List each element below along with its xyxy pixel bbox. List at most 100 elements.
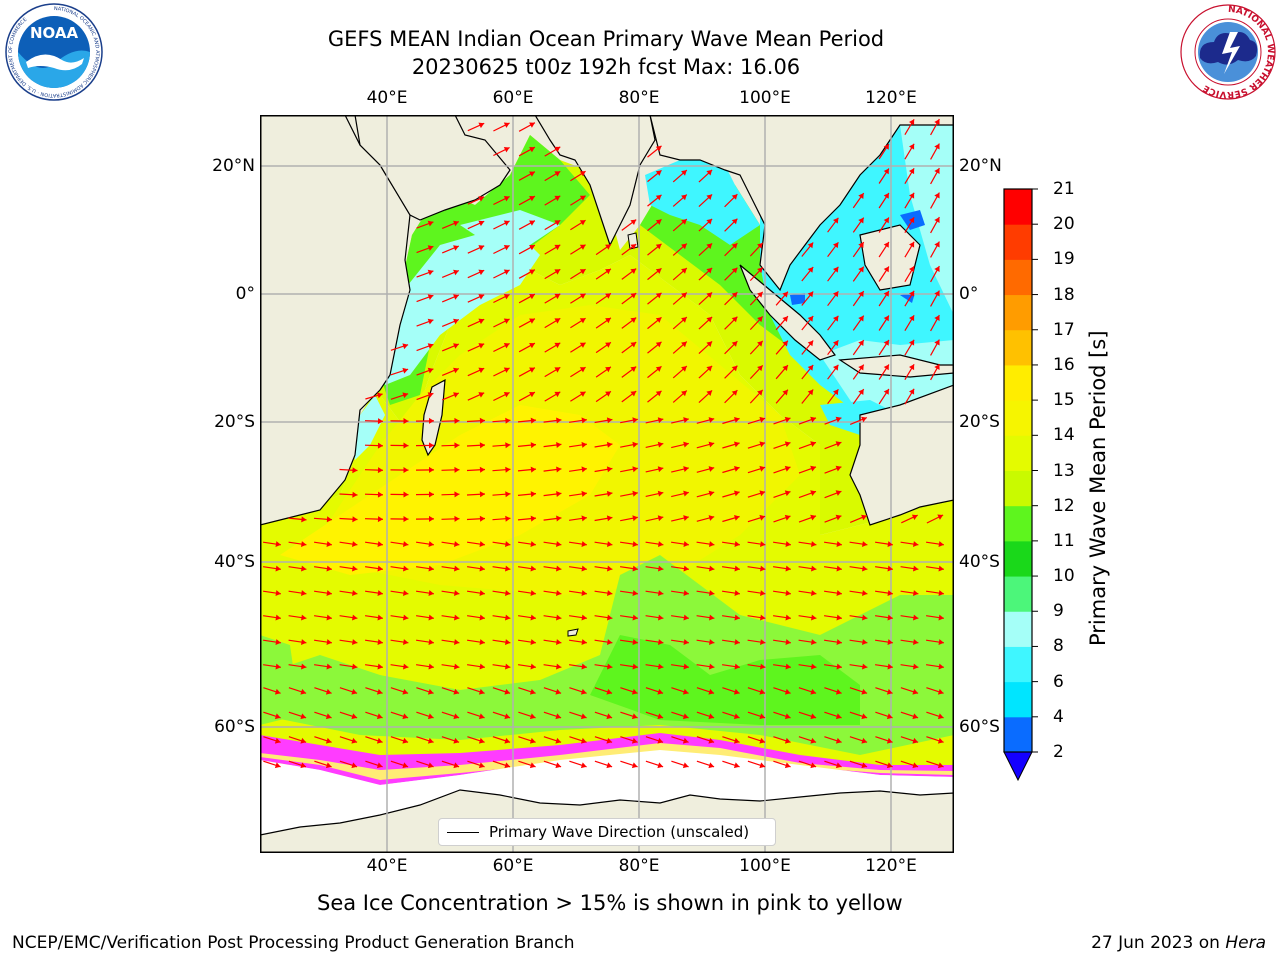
wave-arrow-head	[402, 737, 409, 744]
wave-arrow-head	[731, 194, 738, 200]
wave-arrow-head	[453, 713, 460, 720]
wave-arrow-head	[784, 688, 791, 695]
wave-arrow-head	[630, 366, 637, 372]
wave-arrow-head	[657, 441, 664, 448]
wave-arrow-head	[836, 590, 842, 596]
wave-arrow-head	[833, 340, 839, 347]
wave-arrow-head	[683, 590, 689, 596]
colorbar-segment	[1004, 681, 1032, 718]
wave-arrow-head	[657, 490, 664, 497]
wave-arrow-head	[605, 244, 611, 250]
wave-arrow-head	[579, 220, 586, 226]
wave-arrow-head	[681, 390, 687, 397]
lat-tick-right-40s: 40°S	[959, 552, 1000, 572]
wave-arrow-head	[607, 565, 613, 572]
wave-arrow-head	[427, 737, 434, 744]
wave-arrow-head	[529, 713, 536, 720]
legend-label: Primary Wave Direction (unscaled)	[489, 823, 750, 841]
wave-arrow-head	[706, 194, 713, 200]
wave-arrow-head	[683, 565, 689, 572]
wave-arrow-head	[427, 220, 434, 227]
wave-arrow-head	[657, 688, 664, 695]
wave-arrow-head	[835, 688, 842, 695]
wave-arrow-head	[529, 147, 535, 153]
wave-arrow-head	[632, 590, 638, 596]
wave-arrow-head	[655, 366, 662, 372]
wave-arrow-head	[807, 365, 814, 371]
colorbar-segment	[1004, 224, 1032, 260]
wave-arrow-head	[709, 590, 715, 596]
colorbar-segment	[1004, 716, 1032, 753]
wave-arrow-head	[632, 441, 638, 448]
wave-arrow-head	[453, 269, 459, 276]
wave-arrow-head	[530, 639, 536, 645]
wave-arrow-head	[909, 143, 915, 150]
nws-logo: NATIONAL WEATHER SERVICE	[1180, 4, 1276, 100]
wave-arrow-head	[554, 391, 561, 398]
wave-arrow-head	[862, 639, 868, 645]
wave-arrow-head	[274, 762, 281, 769]
wave-arrow-head	[733, 713, 740, 720]
colorbar-segment	[1004, 189, 1032, 225]
wave-arrow-head	[811, 663, 817, 670]
wave-arrow-head	[529, 171, 535, 177]
wave-arrow-head	[580, 713, 587, 720]
colorbar-tick-label: 20	[1053, 214, 1075, 235]
colorbar-tick-label: 18	[1053, 284, 1075, 305]
wave-arrow-head	[581, 441, 587, 448]
wave-arrow-head	[479, 541, 485, 547]
wave-arrow-head	[862, 614, 868, 621]
wave-arrow-head	[478, 196, 485, 202]
wave-arrow-head	[274, 713, 281, 720]
wave-arrow-head	[886, 688, 893, 695]
wave-arrow-head	[682, 713, 689, 720]
wave-arrow-head	[835, 465, 842, 472]
wave-arrow-head	[581, 541, 587, 547]
wave-arrow-head	[835, 737, 842, 744]
wave-arrow-head	[810, 737, 817, 744]
lat-tick-right-20s: 20°S	[959, 412, 1000, 432]
lat-tick-left-60s: 60°S	[214, 717, 255, 737]
wave-arrow-head	[909, 119, 915, 126]
wave-arrow-head	[681, 268, 687, 274]
wave-arrow-head	[835, 416, 842, 423]
wave-arrow-head	[377, 392, 383, 399]
colorbar-tick-label: 6	[1053, 671, 1064, 692]
wave-arrow-head	[835, 713, 842, 720]
wave-arrow-head	[479, 614, 485, 621]
wave-arrow-head	[861, 737, 868, 744]
wave-arrow-head	[556, 417, 562, 424]
wave-arrow-head	[708, 737, 715, 744]
wave-arrow-head	[681, 194, 687, 201]
wave-arrow-head	[505, 590, 511, 596]
wave-arrow-head	[655, 317, 662, 323]
wave-arrow-head	[934, 290, 940, 297]
wave-arrow-head	[403, 491, 409, 498]
wave-arrow-head	[301, 639, 307, 645]
colorbar-segment	[1004, 576, 1032, 612]
wave-arrow-head	[530, 565, 536, 572]
wave-arrow-head	[352, 663, 358, 670]
wave-arrow-head	[579, 318, 586, 324]
wave-arrow-head	[504, 713, 511, 720]
wave-arrow-head	[479, 417, 485, 424]
wave-arrow-head	[530, 491, 536, 498]
wave-arrow-head	[453, 318, 459, 325]
wave-arrow-head	[862, 565, 868, 572]
wave-arrow-head	[529, 343, 535, 349]
wave-arrow-head	[784, 713, 791, 720]
wave-arrow-head	[402, 392, 409, 399]
wave-arrow-head	[731, 267, 738, 274]
wave-arrow-head	[376, 762, 383, 769]
wave-arrow-head	[554, 195, 561, 202]
wave-arrow-head	[836, 541, 842, 547]
wave-arrow-head	[579, 391, 586, 397]
wave-arrow-head	[581, 590, 587, 596]
wave-arrow-head	[579, 244, 586, 250]
colorbar-segment	[1004, 540, 1032, 577]
wave-arrow-head	[630, 317, 637, 323]
wave-arrow-head	[377, 541, 383, 547]
wave-arrow-head	[352, 565, 358, 572]
wave-arrow-head	[325, 762, 332, 769]
wave-arrow-head	[300, 762, 307, 769]
